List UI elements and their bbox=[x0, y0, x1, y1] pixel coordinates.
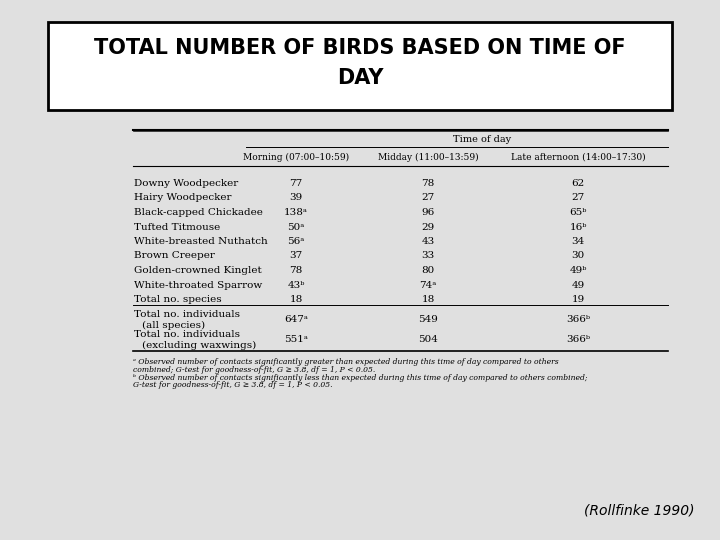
Text: 33: 33 bbox=[421, 252, 435, 260]
Text: 80: 80 bbox=[421, 266, 435, 275]
Text: 65ᵇ: 65ᵇ bbox=[570, 208, 587, 217]
Text: Tufted Titmouse: Tufted Titmouse bbox=[134, 222, 220, 232]
Text: 39: 39 bbox=[289, 193, 302, 202]
Text: 18: 18 bbox=[289, 295, 302, 304]
Text: 56ᵃ: 56ᵃ bbox=[287, 237, 305, 246]
Text: Midday (11:00–13:59): Midday (11:00–13:59) bbox=[378, 152, 478, 161]
Text: Brown Creeper: Brown Creeper bbox=[134, 252, 215, 260]
Text: 62: 62 bbox=[572, 179, 585, 188]
Text: Late afternoon (14:00–17:30): Late afternoon (14:00–17:30) bbox=[510, 152, 645, 161]
Text: Total no. individuals: Total no. individuals bbox=[134, 310, 240, 319]
Text: TOTAL NUMBER OF BIRDS BASED ON TIME OF: TOTAL NUMBER OF BIRDS BASED ON TIME OF bbox=[94, 38, 626, 58]
Text: 96: 96 bbox=[421, 208, 435, 217]
Text: combined; G-test for goodness-of-fit, G ≥ 3.8, df = 1, P < 0.05.: combined; G-test for goodness-of-fit, G … bbox=[133, 366, 375, 374]
Text: Time of day: Time of day bbox=[453, 136, 511, 145]
Text: Golden-crowned Kinglet: Golden-crowned Kinglet bbox=[134, 266, 262, 275]
Text: 549: 549 bbox=[418, 315, 438, 324]
Text: (excluding waxwings): (excluding waxwings) bbox=[142, 341, 256, 350]
Text: Downy Woodpecker: Downy Woodpecker bbox=[134, 179, 238, 188]
Text: ᵇ Observed number of contacts significantly less than expected during this time : ᵇ Observed number of contacts significan… bbox=[133, 374, 588, 381]
Text: 647ᵃ: 647ᵃ bbox=[284, 315, 308, 324]
Text: 16ᵇ: 16ᵇ bbox=[570, 222, 587, 232]
Text: 366ᵇ: 366ᵇ bbox=[566, 335, 590, 344]
Text: 551ᵃ: 551ᵃ bbox=[284, 335, 308, 344]
Text: 49ᵇ: 49ᵇ bbox=[570, 266, 587, 275]
Text: (Rollfinke 1990): (Rollfinke 1990) bbox=[585, 504, 695, 518]
Text: Hairy Woodpecker: Hairy Woodpecker bbox=[134, 193, 232, 202]
Text: 504: 504 bbox=[418, 335, 438, 344]
Text: 366ᵇ: 366ᵇ bbox=[566, 315, 590, 324]
Text: White-throated Sparrow: White-throated Sparrow bbox=[134, 280, 262, 289]
Text: (all species): (all species) bbox=[142, 321, 205, 330]
Text: Black-capped Chickadee: Black-capped Chickadee bbox=[134, 208, 263, 217]
Text: 37: 37 bbox=[289, 252, 302, 260]
Text: DAY: DAY bbox=[337, 68, 383, 88]
Text: 27: 27 bbox=[421, 193, 435, 202]
Text: 18: 18 bbox=[421, 295, 435, 304]
Text: 19: 19 bbox=[572, 295, 585, 304]
Text: 138ᵃ: 138ᵃ bbox=[284, 208, 308, 217]
Text: ᵃ Observed number of contacts significantly greater than expected during this ti: ᵃ Observed number of contacts significan… bbox=[133, 359, 559, 367]
Text: 77: 77 bbox=[289, 179, 302, 188]
Text: 50ᵃ: 50ᵃ bbox=[287, 222, 305, 232]
Text: 43ᵇ: 43ᵇ bbox=[287, 280, 305, 289]
Text: Total no. individuals: Total no. individuals bbox=[134, 330, 240, 339]
Text: 74ᵃ: 74ᵃ bbox=[419, 280, 437, 289]
Text: 34: 34 bbox=[572, 237, 585, 246]
Text: Morning (07:00–10:59): Morning (07:00–10:59) bbox=[243, 152, 349, 161]
Text: 43: 43 bbox=[421, 237, 435, 246]
Text: 30: 30 bbox=[572, 252, 585, 260]
Text: 49: 49 bbox=[572, 280, 585, 289]
Text: 78: 78 bbox=[289, 266, 302, 275]
Text: 29: 29 bbox=[421, 222, 435, 232]
Text: White-breasted Nuthatch: White-breasted Nuthatch bbox=[134, 237, 268, 246]
Text: 27: 27 bbox=[572, 193, 585, 202]
Text: Total no. species: Total no. species bbox=[134, 295, 222, 304]
FancyBboxPatch shape bbox=[48, 22, 672, 110]
Text: G-test for goodness-of-fit, G ≥ 3.8, df = 1, P < 0.05.: G-test for goodness-of-fit, G ≥ 3.8, df … bbox=[133, 381, 333, 389]
Text: 78: 78 bbox=[421, 179, 435, 188]
